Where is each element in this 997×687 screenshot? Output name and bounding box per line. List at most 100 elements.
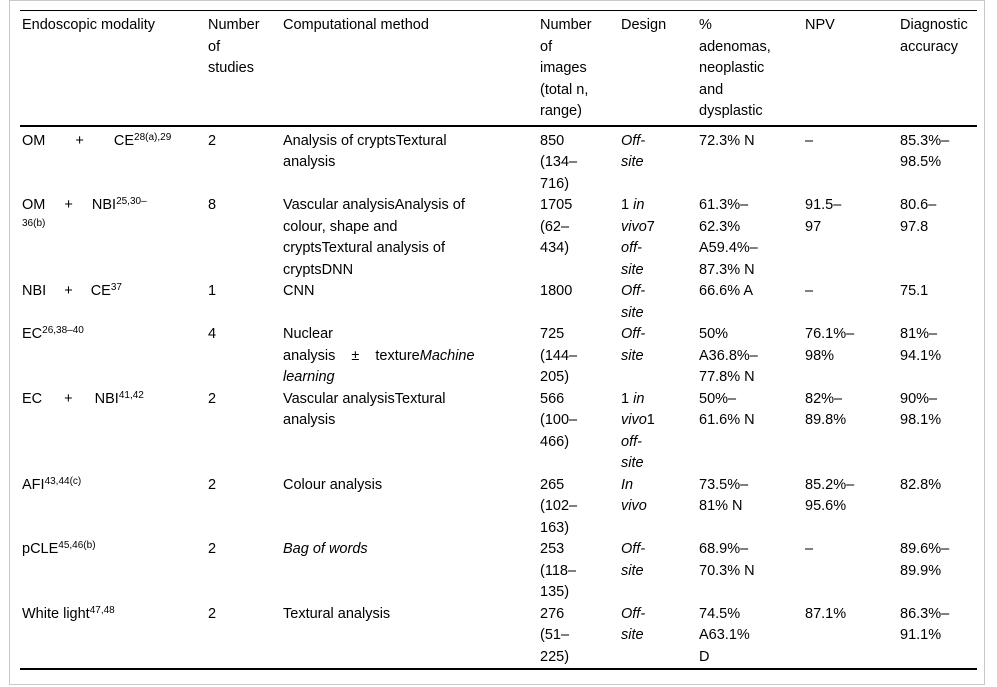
- text-run: (100–: [540, 412, 578, 428]
- text-run: Off-: [621, 132, 646, 149]
- text-run: 70.3% N: [699, 562, 755, 579]
- table-row-ec-nbi: EC + NBI41,42 2 Vascular analysisTextural a…: [20, 389, 977, 475]
- text-run: 62.3%: [699, 218, 741, 235]
- cell-ec-nbi-design: 1 in vivo1 off-site: [621, 389, 699, 475]
- text-run: learning: [283, 369, 335, 385]
- text-run: Machine: [419, 347, 475, 364]
- text-run: site: [621, 154, 644, 170]
- text-run: studies: [208, 60, 254, 76]
- table-row-pcle: pCLE45,46(b) 2 Bag of words 253 (118– 135) Off…: [20, 539, 977, 604]
- table-body: OM + CE28(a),29 2 Analysis of cryptsTextur…: [20, 126, 977, 670]
- text-run: EC + NBI: [22, 390, 119, 407]
- text-run: 566: [540, 390, 565, 407]
- text-run: –: [805, 283, 814, 299]
- cell-nbi-ce-number-of-studies: 1: [208, 281, 283, 324]
- cell-om-ce-npv: –: [805, 126, 900, 196]
- text-run: site: [621, 304, 644, 321]
- text-run: Number: [540, 17, 592, 33]
- cell-ec-npv: 76.1%– 98%: [805, 324, 900, 389]
- text-run: 2: [208, 390, 217, 407]
- text-run: 225): [540, 648, 570, 665]
- text-run: 73.5%–: [699, 476, 749, 493]
- text-run: 163): [540, 519, 570, 536]
- text-run: 1: [208, 283, 217, 299]
- text-run: (102–: [540, 498, 578, 514]
- text-run: pCLE: [22, 541, 59, 557]
- text-run: 7: [646, 218, 655, 235]
- reference-superscript: 41,42: [118, 389, 144, 401]
- text-run: Number: [208, 17, 260, 33]
- text-run: 76.1%–: [805, 326, 855, 342]
- cell-om-ce-endoscopic-modality: OM + CE28(a),29: [20, 126, 208, 196]
- cell-pcle-pct-adenomas-neoplastic-dysplastic: 68.9%– 70.3% N: [699, 539, 805, 604]
- text-run: 725: [540, 326, 565, 342]
- text-run: 2: [208, 541, 217, 557]
- text-run: 8: [208, 197, 217, 213]
- text-run: AFI: [22, 476, 45, 493]
- text-run: A36.8%–: [699, 347, 758, 364]
- column-header-diagnostic-accuracy: Diagnostic accuracy: [900, 10, 977, 127]
- text-run: Off-: [621, 605, 646, 622]
- text-run: Diagnostic: [900, 17, 968, 33]
- text-run: images: [540, 60, 587, 76]
- cell-pcle-number-of-studies: 2: [208, 539, 283, 604]
- text-run: site: [621, 455, 644, 471]
- text-run: 77.8% N: [699, 369, 755, 385]
- text-run: Computational method: [283, 17, 429, 33]
- cell-om-nbi-number-of-images: 1705 (62– 434): [540, 195, 621, 281]
- results-table: Endoscopic modality Number of studies Comput…: [20, 10, 977, 670]
- text-run: cryptsDNN: [283, 261, 354, 278]
- cell-nbi-ce-endoscopic-modality: NBI + CE37: [20, 281, 208, 324]
- text-run: Design: [621, 17, 667, 33]
- text-run: NPV: [805, 17, 835, 33]
- text-run: (62–: [540, 218, 570, 235]
- text-run: 82%–: [805, 390, 843, 407]
- cell-ec-pct-adenomas-neoplastic-dysplastic: 50% A36.8%– 77.8% N: [699, 324, 805, 389]
- text-run: Off-: [621, 283, 646, 299]
- table-row-nbi-ce: NBI + CE37 1 CNN 1800 Off-site 66.6% A –75.1: [20, 281, 977, 324]
- text-run: A59.4%–: [699, 240, 758, 256]
- cell-white-light-endoscopic-modality: White light47,48: [20, 604, 208, 670]
- text-run: 86.3%–: [900, 605, 950, 622]
- text-run: 82.8%: [900, 476, 942, 493]
- text-run: 68.9%–: [699, 541, 749, 557]
- text-run: (134–: [540, 154, 578, 170]
- text-run: 2: [208, 605, 217, 622]
- text-run: –: [805, 541, 814, 557]
- cell-white-light-design: Off-site: [621, 604, 699, 670]
- text-run: CNN: [283, 283, 315, 299]
- text-run: site: [621, 627, 644, 643]
- cell-white-light-npv: 87.1%: [805, 604, 900, 670]
- text-run: 95.6%: [805, 498, 847, 514]
- cell-om-nbi-pct-adenomas-neoplastic-dysplastic: 61.3%– 62.3% A59.4%– 87.3% N: [699, 195, 805, 281]
- text-run: off-: [621, 433, 642, 450]
- cell-nbi-ce-computational-method: CNN: [283, 281, 540, 324]
- table-row-om-nbi: OM + NBI25,30– 36(b) 8 Vascular analysisAna…: [20, 195, 977, 281]
- reference-superscript: 28(a),29: [134, 131, 172, 143]
- text-run: Endoscopic modality: [22, 17, 155, 33]
- text-run: 87.3% N: [699, 261, 755, 278]
- text-run: Nuclear: [283, 326, 333, 342]
- text-run: 466): [540, 433, 570, 450]
- text-run: –: [805, 132, 814, 149]
- column-header-endoscopic-modality: Endoscopic modality: [20, 10, 208, 127]
- text-run: colour, shape and: [283, 218, 398, 235]
- text-run: (144–: [540, 347, 578, 364]
- text-run: 89.6%–: [900, 541, 950, 557]
- text-run: off-: [621, 240, 642, 256]
- text-run: Analysis of cryptsTextural: [283, 132, 447, 149]
- cell-om-ce-design: Off-site: [621, 126, 699, 196]
- cell-om-ce-diagnostic-accuracy: 85.3%– 98.5%: [900, 126, 977, 196]
- cell-nbi-ce-pct-adenomas-neoplastic-dysplastic: 66.6% A: [699, 281, 805, 324]
- text-run: (51–: [540, 627, 570, 643]
- text-run: 1: [621, 390, 634, 407]
- text-run: accuracy: [900, 38, 959, 55]
- text-run: 61.6% N: [699, 412, 755, 428]
- text-run: 90%–: [900, 390, 938, 407]
- cell-pcle-design: Off-site: [621, 539, 699, 604]
- text-run: 66.6% A: [699, 283, 754, 299]
- text-run: 50%–: [699, 390, 737, 407]
- text-run: Vascular analysisTextural: [283, 390, 446, 407]
- text-run: 61.3%–: [699, 197, 749, 213]
- cell-afi-number-of-studies: 2: [208, 475, 283, 540]
